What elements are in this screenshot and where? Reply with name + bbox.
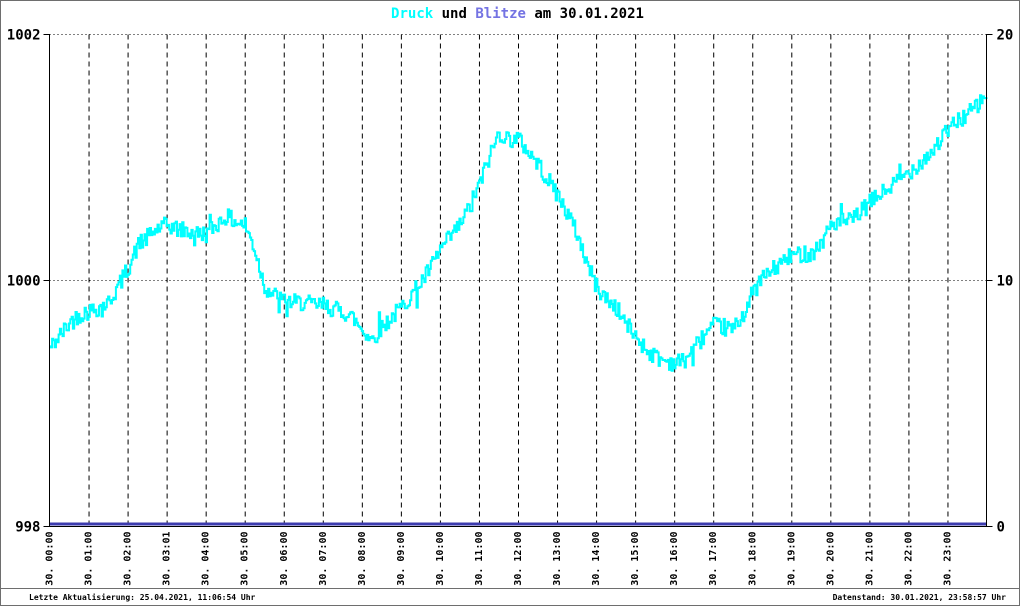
x-axis-label: 30. 11:00 — [474, 532, 485, 586]
x-axis-label: 30. 05:00 — [240, 532, 251, 586]
chart-title: Druck und Blitze am 30.01.2021 — [49, 6, 986, 22]
x-axis-label: 30. 00:00 — [45, 532, 56, 586]
x-axis-label: 30. 08:00 — [357, 532, 368, 586]
y-axis-left-label: 1002 — [7, 28, 41, 44]
x-axis-label: 30. 01:00 — [84, 532, 95, 586]
x-axis-label: 30. 13:00 — [552, 532, 563, 586]
last-update-text: Letzte Aktualisierung: 25.04.2021, 11:06… — [29, 592, 256, 602]
title-blitze-label: Blitze — [475, 6, 526, 22]
x-axis-label: 30. 17:00 — [708, 532, 719, 586]
y-axis-right-label: 0 — [997, 520, 1005, 536]
x-axis-label: 30. 15:00 — [630, 532, 641, 586]
x-axis-label: 30. 14:00 — [591, 532, 602, 586]
title-druck-label: Druck — [391, 6, 434, 22]
footer-bar: Letzte Aktualisierung: 25.04.2021, 11:06… — [1, 588, 1019, 605]
data-state-text: Datenstand: 30.01.2021, 23:58:57 Uhr — [832, 592, 1006, 602]
y-axis-left-label: 998 — [15, 520, 40, 536]
x-axis-label: 30. 02:00 — [123, 532, 134, 586]
x-axis-label: 30. 03:01 — [162, 532, 173, 586]
x-axis-label: 30. 06:00 — [279, 532, 290, 586]
x-axis-label: 30. 07:00 — [318, 532, 329, 586]
x-axis-label: 30. 22:00 — [903, 532, 914, 586]
x-axis-label: 30. 21:00 — [864, 532, 875, 586]
pressure-lightning-chart: 1002 1000 998 20 10 0 30. 00:00 30. 01:00 30. 02… — [7, 28, 1014, 586]
x-axis-label: 30. 04:00 — [201, 532, 212, 586]
x-axis-label: 30. 19:00 — [786, 532, 797, 586]
x-axis-label: 30. 23:00 — [942, 532, 953, 586]
x-axis-label: 30. 09:00 — [396, 532, 407, 586]
y-axis-right-label: 20 — [997, 28, 1014, 44]
title-und-text: und — [433, 6, 476, 22]
x-axis-label: 30. 10:00 — [435, 532, 446, 586]
y-axis-right-label: 10 — [997, 274, 1014, 290]
x-axis-label: 30. 18:00 — [747, 532, 758, 586]
x-axis-label: 30. 20:00 — [825, 532, 836, 586]
y-axis-left-label: 1000 — [7, 274, 41, 290]
x-axis-label: 30. 12:00 — [513, 532, 524, 586]
druck-series-line — [49, 94, 988, 372]
title-date-text: am 30.01.2021 — [525, 6, 644, 22]
x-axis-label: 30. 16:00 — [669, 532, 680, 586]
